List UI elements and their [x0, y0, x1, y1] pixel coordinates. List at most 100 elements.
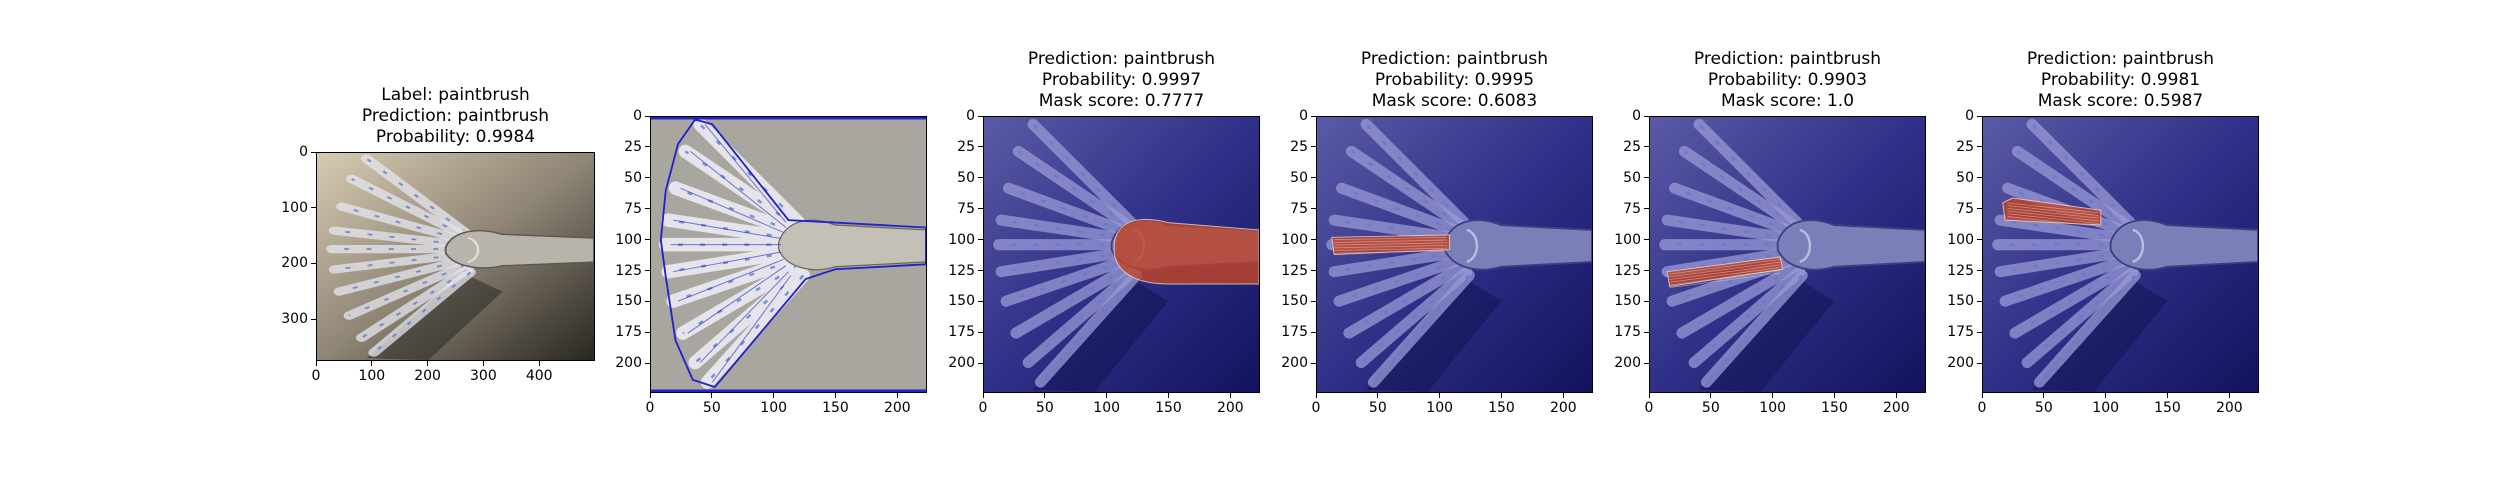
panel-6: Prediction: paintbrush Probability: 0.998…	[1947, 49, 2259, 415]
y-tick-label: 75	[1956, 200, 1974, 217]
x-tick-label: 150	[1821, 400, 1848, 416]
bristle	[328, 250, 467, 274]
x-tick-mark	[1106, 393, 1108, 398]
y-tick-label: 125	[615, 262, 642, 279]
mask-texture	[1669, 267, 1781, 283]
bristle-paint	[348, 264, 467, 317]
y-tick-label: 125	[948, 262, 975, 279]
bristle-paint	[1683, 150, 1799, 229]
bristle	[1994, 214, 2131, 245]
y-tick-mark	[311, 318, 316, 320]
y-tick-mark	[1311, 331, 1316, 333]
mask-texture	[1669, 272, 1781, 289]
mask-texture	[1334, 247, 1448, 251]
x-tick-mark	[1377, 393, 1379, 398]
ferrule-highlight	[467, 237, 480, 263]
y-tick-label: 50	[1623, 169, 1641, 186]
y-tick-mark	[1977, 208, 1982, 210]
x-tick-mark	[1648, 393, 1650, 398]
bristle	[1328, 246, 1465, 278]
y-tick-label: 100	[1947, 231, 1974, 248]
panel-image	[1649, 116, 1926, 393]
panel-1: Label: paintbrush Prediction: paintbrush P…	[281, 85, 595, 383]
title-line: Probability: 0.9984	[375, 127, 536, 147]
y-tick-label: 25	[1623, 138, 1641, 155]
x-tick-mark	[538, 361, 540, 366]
mask-texture	[2007, 210, 2099, 222]
contour-line	[687, 265, 787, 334]
y-tick-label: 0	[1632, 108, 1641, 124]
y-tick-label: 100	[948, 231, 975, 248]
mask-texture	[2007, 202, 2099, 214]
y-tick-mark	[645, 239, 650, 241]
y-tick-mark	[311, 151, 316, 153]
panel-image	[1982, 116, 2259, 393]
y-tick-label: 25	[1956, 138, 1974, 155]
panel-image	[983, 116, 1260, 393]
bristle-paint	[1348, 264, 1465, 335]
bristle	[1000, 253, 1135, 307]
x-tick-label: 100	[760, 400, 788, 416]
contour-line	[711, 275, 792, 383]
segmentation-mask	[1331, 234, 1451, 256]
x-tick-mark	[896, 393, 898, 398]
y-tick-mark	[1644, 270, 1649, 272]
contour-line	[680, 187, 784, 233]
y-tick-label: 175	[615, 324, 642, 341]
mask-texture	[1669, 269, 1781, 286]
y-tick-mark	[645, 146, 650, 148]
bristle-paint	[1705, 274, 1804, 383]
bristle-paint	[372, 271, 472, 354]
bristle-paint	[2026, 270, 2134, 364]
bristle-paint	[1360, 270, 1468, 364]
x-tick-label: 200	[414, 368, 441, 384]
y-tick-label: 125	[1281, 262, 1308, 279]
ferrule	[2109, 219, 2258, 271]
panel-title: Prediction: paintbrush Probability: 0.999…	[1236, 49, 1673, 112]
bristle	[1333, 253, 1468, 307]
title-line: Prediction: paintbrush	[1027, 49, 1216, 69]
x-tick-label: 400	[525, 368, 553, 384]
bristle-paint	[1032, 123, 1133, 224]
mask-texture	[1334, 250, 1448, 254]
panel-image	[316, 152, 595, 361]
ferrule-highlight	[1466, 228, 1479, 264]
y-tick-mark	[978, 146, 983, 148]
bristle	[995, 246, 1132, 278]
y-tick-label: 100	[281, 199, 308, 216]
ferrule	[778, 219, 926, 271]
contour-line	[704, 124, 787, 223]
panel-image	[1316, 116, 1593, 393]
bristle	[666, 252, 803, 308]
y-tick-label: 75	[1290, 200, 1308, 217]
y-tick-mark	[1311, 300, 1316, 302]
x-tick-label: 100	[1759, 400, 1787, 416]
title-line: Probability: 0.9981	[2040, 70, 2201, 90]
contour-line	[673, 251, 782, 273]
panel-title: Prediction: paintbrush Probability: 0.998…	[1902, 49, 2339, 112]
x-tick-label: 200	[1882, 400, 1910, 416]
bristle-paint	[1693, 270, 1801, 364]
mask-texture	[2007, 207, 2099, 219]
x-tick-mark	[2166, 393, 2168, 398]
x-tick-label: 100	[358, 368, 386, 384]
y-tick-mark	[645, 331, 650, 333]
y-tick-mark	[1977, 115, 1982, 117]
y-tick-mark	[645, 300, 650, 302]
y-tick-mark	[1977, 146, 1982, 148]
panel-image	[650, 116, 927, 393]
y-tick-mark	[978, 300, 983, 302]
bristle-paint	[360, 268, 469, 339]
title-line: Probability: 0.9997	[1041, 70, 1202, 90]
y-tick-label: 175	[948, 324, 975, 341]
y-tick-mark	[978, 270, 983, 272]
mask-texture	[1669, 259, 1781, 275]
mask-texture	[2007, 205, 2099, 216]
y-tick-mark	[645, 177, 650, 179]
y-tick-mark	[645, 208, 650, 210]
x-tick-mark	[371, 361, 373, 366]
bristle	[995, 214, 1132, 245]
bristle-paint	[1681, 264, 1798, 335]
y-tick-mark	[1311, 115, 1316, 117]
x-tick-mark	[315, 361, 317, 366]
